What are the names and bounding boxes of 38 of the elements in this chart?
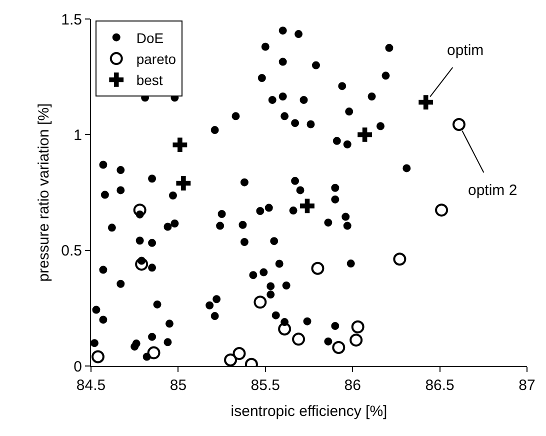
x-tick-label: 86 [344,377,361,394]
annotation: optim [447,42,484,59]
point [393,252,406,266]
point [452,118,466,131]
point [350,334,363,347]
point [418,95,434,110]
legend-label: DoE [136,30,164,46]
point [224,353,238,366]
x-tick-label: 85 [170,377,187,394]
annotation: optim 2 [468,182,518,199]
point [176,176,191,190]
point [232,347,246,360]
point [358,127,372,142]
point [278,322,292,336]
point [91,350,104,364]
point [351,320,364,334]
y-axis-title: pressure ratio variation [%] [35,103,52,282]
legend-label: pareto [136,50,176,67]
y-tick-label: 1.5 [61,11,82,28]
point [292,332,306,346]
x-tick-label: 84.5 [76,377,106,394]
point [172,138,188,152]
point [300,198,314,214]
y-tick-label: 0.5 [61,242,82,260]
y-tick-label: 0 [74,358,82,376]
point [133,204,146,217]
x-tick-label: 86.5 [425,377,454,394]
point [135,258,148,271]
x-tick-label: 85.5 [250,377,280,394]
x-tick-label: 87 [518,377,536,394]
point [435,204,448,217]
point [254,296,267,309]
y-tick-label: 1 [74,126,82,144]
point [311,262,324,275]
point [332,340,346,354]
x-axis-title: isentropic efficiency [%] [230,403,388,420]
point [147,346,160,360]
legend-label: best [136,72,163,88]
